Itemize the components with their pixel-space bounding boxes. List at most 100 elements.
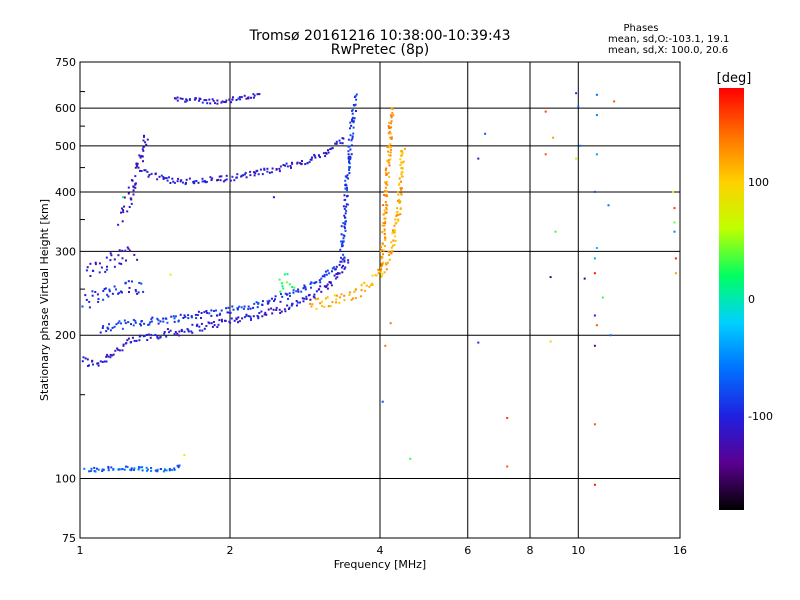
echo-point — [397, 220, 400, 223]
echo-point — [117, 254, 120, 257]
echo-point — [168, 331, 170, 334]
echo-point — [386, 204, 389, 207]
echo-point — [247, 308, 250, 311]
echo-point — [340, 260, 343, 263]
echo-point — [101, 327, 104, 329]
phases-heading: Phases — [623, 23, 658, 34]
echo-point — [338, 263, 341, 266]
echo-point — [334, 268, 337, 271]
echo-point — [387, 250, 390, 253]
echo-point — [315, 290, 318, 293]
echo-point — [156, 468, 159, 471]
echo-point — [189, 98, 191, 101]
echo-point — [237, 321, 239, 324]
echo-point — [90, 470, 93, 472]
echo-point — [118, 349, 121, 352]
echo-point — [108, 290, 111, 293]
echo-point — [112, 353, 115, 356]
echo-point — [121, 291, 123, 294]
echo-point — [113, 265, 116, 268]
echo-point — [342, 237, 345, 240]
echo-point — [340, 266, 343, 269]
echo-point — [324, 270, 327, 273]
echo-point — [384, 217, 387, 220]
echo-point — [108, 323, 110, 326]
echo-point — [144, 141, 147, 144]
echo-point — [345, 209, 348, 212]
echo-point — [354, 288, 357, 291]
echo-point — [235, 176, 238, 179]
echo-point — [266, 300, 269, 303]
echo-point — [117, 348, 120, 351]
echo-point — [333, 274, 336, 277]
echo-point — [226, 311, 229, 314]
echo-point — [157, 337, 160, 340]
echo-point — [383, 232, 386, 235]
echo-point — [176, 464, 179, 467]
echo-point — [326, 296, 329, 299]
echo-point — [601, 296, 604, 299]
echo-point — [100, 266, 103, 269]
echo-point — [176, 180, 179, 183]
y-tick-label: 100 — [55, 473, 76, 486]
echo-point — [220, 309, 223, 312]
echo-point — [111, 292, 114, 295]
echo-point — [386, 159, 389, 162]
echo-point — [185, 181, 187, 184]
echo-point — [340, 225, 343, 228]
echo-point — [305, 295, 308, 298]
echo-point — [149, 336, 152, 339]
y-tick-label: 500 — [55, 140, 76, 153]
echo-point — [214, 102, 216, 105]
echo-point — [227, 306, 230, 309]
echo-point — [231, 175, 234, 178]
echo-point — [278, 170, 281, 173]
echo-point — [97, 300, 100, 303]
echo-point — [386, 195, 389, 198]
echo-point — [228, 311, 231, 314]
echo-point — [182, 181, 184, 184]
echo-point — [387, 159, 390, 162]
echo-point — [401, 167, 404, 170]
echo-point — [288, 283, 291, 286]
echo-point — [387, 146, 390, 149]
echo-point — [147, 468, 149, 471]
echo-point — [118, 291, 121, 294]
echo-point — [252, 96, 255, 99]
echo-point — [390, 126, 393, 129]
echo-point — [146, 469, 148, 472]
echo-point — [283, 308, 286, 311]
echo-point — [201, 180, 204, 183]
echo-point — [166, 328, 169, 331]
echo-point — [197, 310, 200, 313]
echo-point — [348, 145, 351, 148]
echo-point — [380, 263, 383, 266]
echo-point — [595, 247, 598, 249]
echo-point — [176, 96, 179, 99]
echo-point — [349, 127, 351, 130]
echo-point — [215, 309, 217, 312]
y-tick-label: 300 — [55, 245, 76, 258]
echo-point — [134, 175, 137, 178]
echo-point — [211, 177, 214, 180]
echo-point — [233, 179, 236, 182]
echo-point — [399, 158, 402, 161]
echo-point — [178, 334, 181, 337]
echo-point — [325, 273, 328, 276]
echo-point — [398, 183, 401, 186]
echo-point — [351, 118, 353, 121]
echo-point — [343, 256, 346, 259]
echo-point — [221, 320, 223, 323]
echo-point — [213, 324, 216, 327]
echo-point — [673, 221, 676, 224]
echo-point — [145, 466, 148, 469]
echo-point — [203, 311, 206, 314]
echo-point — [331, 301, 334, 304]
echo-point — [390, 246, 393, 249]
echo-point — [363, 281, 366, 284]
echo-point — [263, 168, 266, 171]
echo-point — [209, 102, 212, 105]
echo-point — [385, 206, 388, 209]
echo-point — [146, 339, 149, 341]
echo-point — [291, 161, 293, 164]
